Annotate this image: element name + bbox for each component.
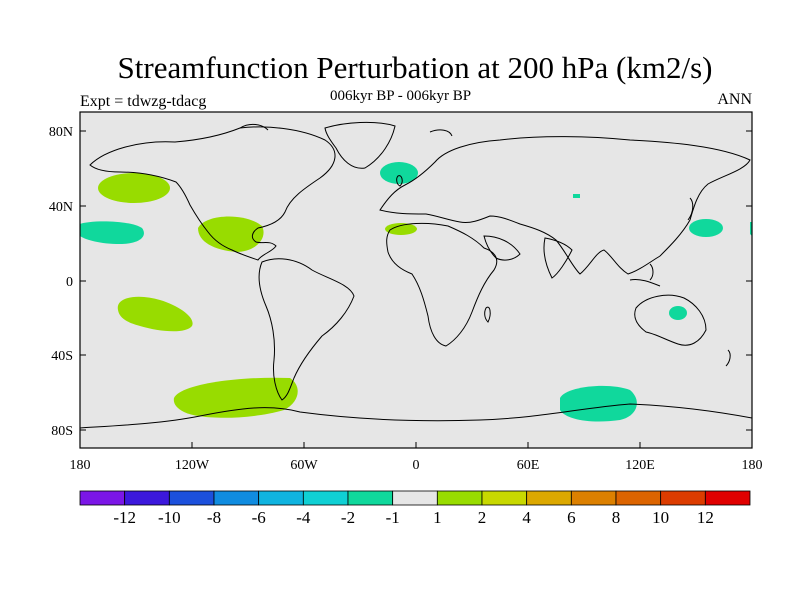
anomaly-fields [80, 162, 752, 422]
lon-label: 0 [413, 458, 420, 473]
colorbar [79, 490, 751, 506]
negative-anomaly [560, 385, 637, 422]
lat-label: 80N [49, 125, 73, 140]
map-subtitle: 006kyr BP - 006kyr BP [330, 88, 472, 104]
colorbar-swatch [570, 490, 617, 506]
colorbar-swatch [392, 490, 438, 506]
colorbar-label: -10 [158, 508, 181, 527]
coastlines [80, 121, 752, 429]
negative-anomaly [80, 221, 144, 244]
colorbar-label: 4 [522, 508, 531, 527]
negative-anomaly [573, 194, 580, 198]
colorbar-swatch [347, 490, 394, 506]
season-label: ANN [717, 91, 752, 108]
colorbar-swatch [526, 490, 572, 506]
lat-label: 40N [49, 200, 73, 215]
colorbar-swatch [436, 490, 483, 506]
lon-label: 60W [290, 458, 318, 473]
lon-label: 60E [517, 458, 540, 473]
negative-anomaly [669, 306, 687, 320]
negative-anomaly [689, 219, 723, 237]
lat-label: 0 [66, 275, 73, 290]
colorbar-swatch [660, 490, 706, 506]
colorbar-label: 1 [433, 508, 442, 527]
longitude-ticks [191, 442, 641, 448]
colorbar-swatch [79, 490, 126, 506]
colorbar-label: 8 [612, 508, 621, 527]
map-title: Streamfunction Perturbation at 200 hPa (… [117, 50, 713, 85]
lon-label: 180 [70, 458, 91, 473]
colorbar-swatch [615, 490, 662, 506]
colorbar-label: -1 [386, 508, 400, 527]
colorbar-label: -8 [207, 508, 221, 527]
colorbar-label: -2 [341, 508, 355, 527]
experiment-label: Expt = tdwzg-tdacg [80, 93, 207, 110]
colorbar-labels: -12 -10 -8 -6 -4 -2 -1 1 2 4 6 8 10 12 [113, 508, 714, 527]
colorbar-label: 10 [652, 508, 669, 527]
colorbar-swatch [481, 490, 528, 506]
colorbar-label: -4 [296, 508, 311, 527]
colorbar-label: -6 [252, 508, 266, 527]
lon-label: 120E [625, 458, 655, 473]
colorbar-label: 6 [567, 508, 576, 527]
lon-label: 120W [175, 458, 210, 473]
colorbar-label: -12 [113, 508, 136, 527]
colorbar-swatch [213, 490, 260, 506]
positive-anomaly [198, 216, 264, 252]
colorbar-swatch [168, 490, 215, 506]
latitude-ticks [80, 130, 752, 431]
positive-anomaly [117, 296, 193, 332]
lat-label: 40S [51, 349, 73, 364]
negative-anomaly [380, 162, 418, 184]
lon-label: 180 [742, 458, 763, 473]
positive-anomaly [98, 173, 170, 203]
colorbar-swatch [124, 490, 170, 506]
positive-anomaly [385, 223, 417, 235]
lat-label: 80S [51, 424, 73, 439]
colorbar-swatch [258, 490, 304, 506]
colorbar-label: 12 [697, 508, 714, 527]
colorbar-label: 2 [478, 508, 487, 527]
colorbar-swatch [704, 490, 751, 506]
colorbar-swatch [302, 490, 349, 506]
